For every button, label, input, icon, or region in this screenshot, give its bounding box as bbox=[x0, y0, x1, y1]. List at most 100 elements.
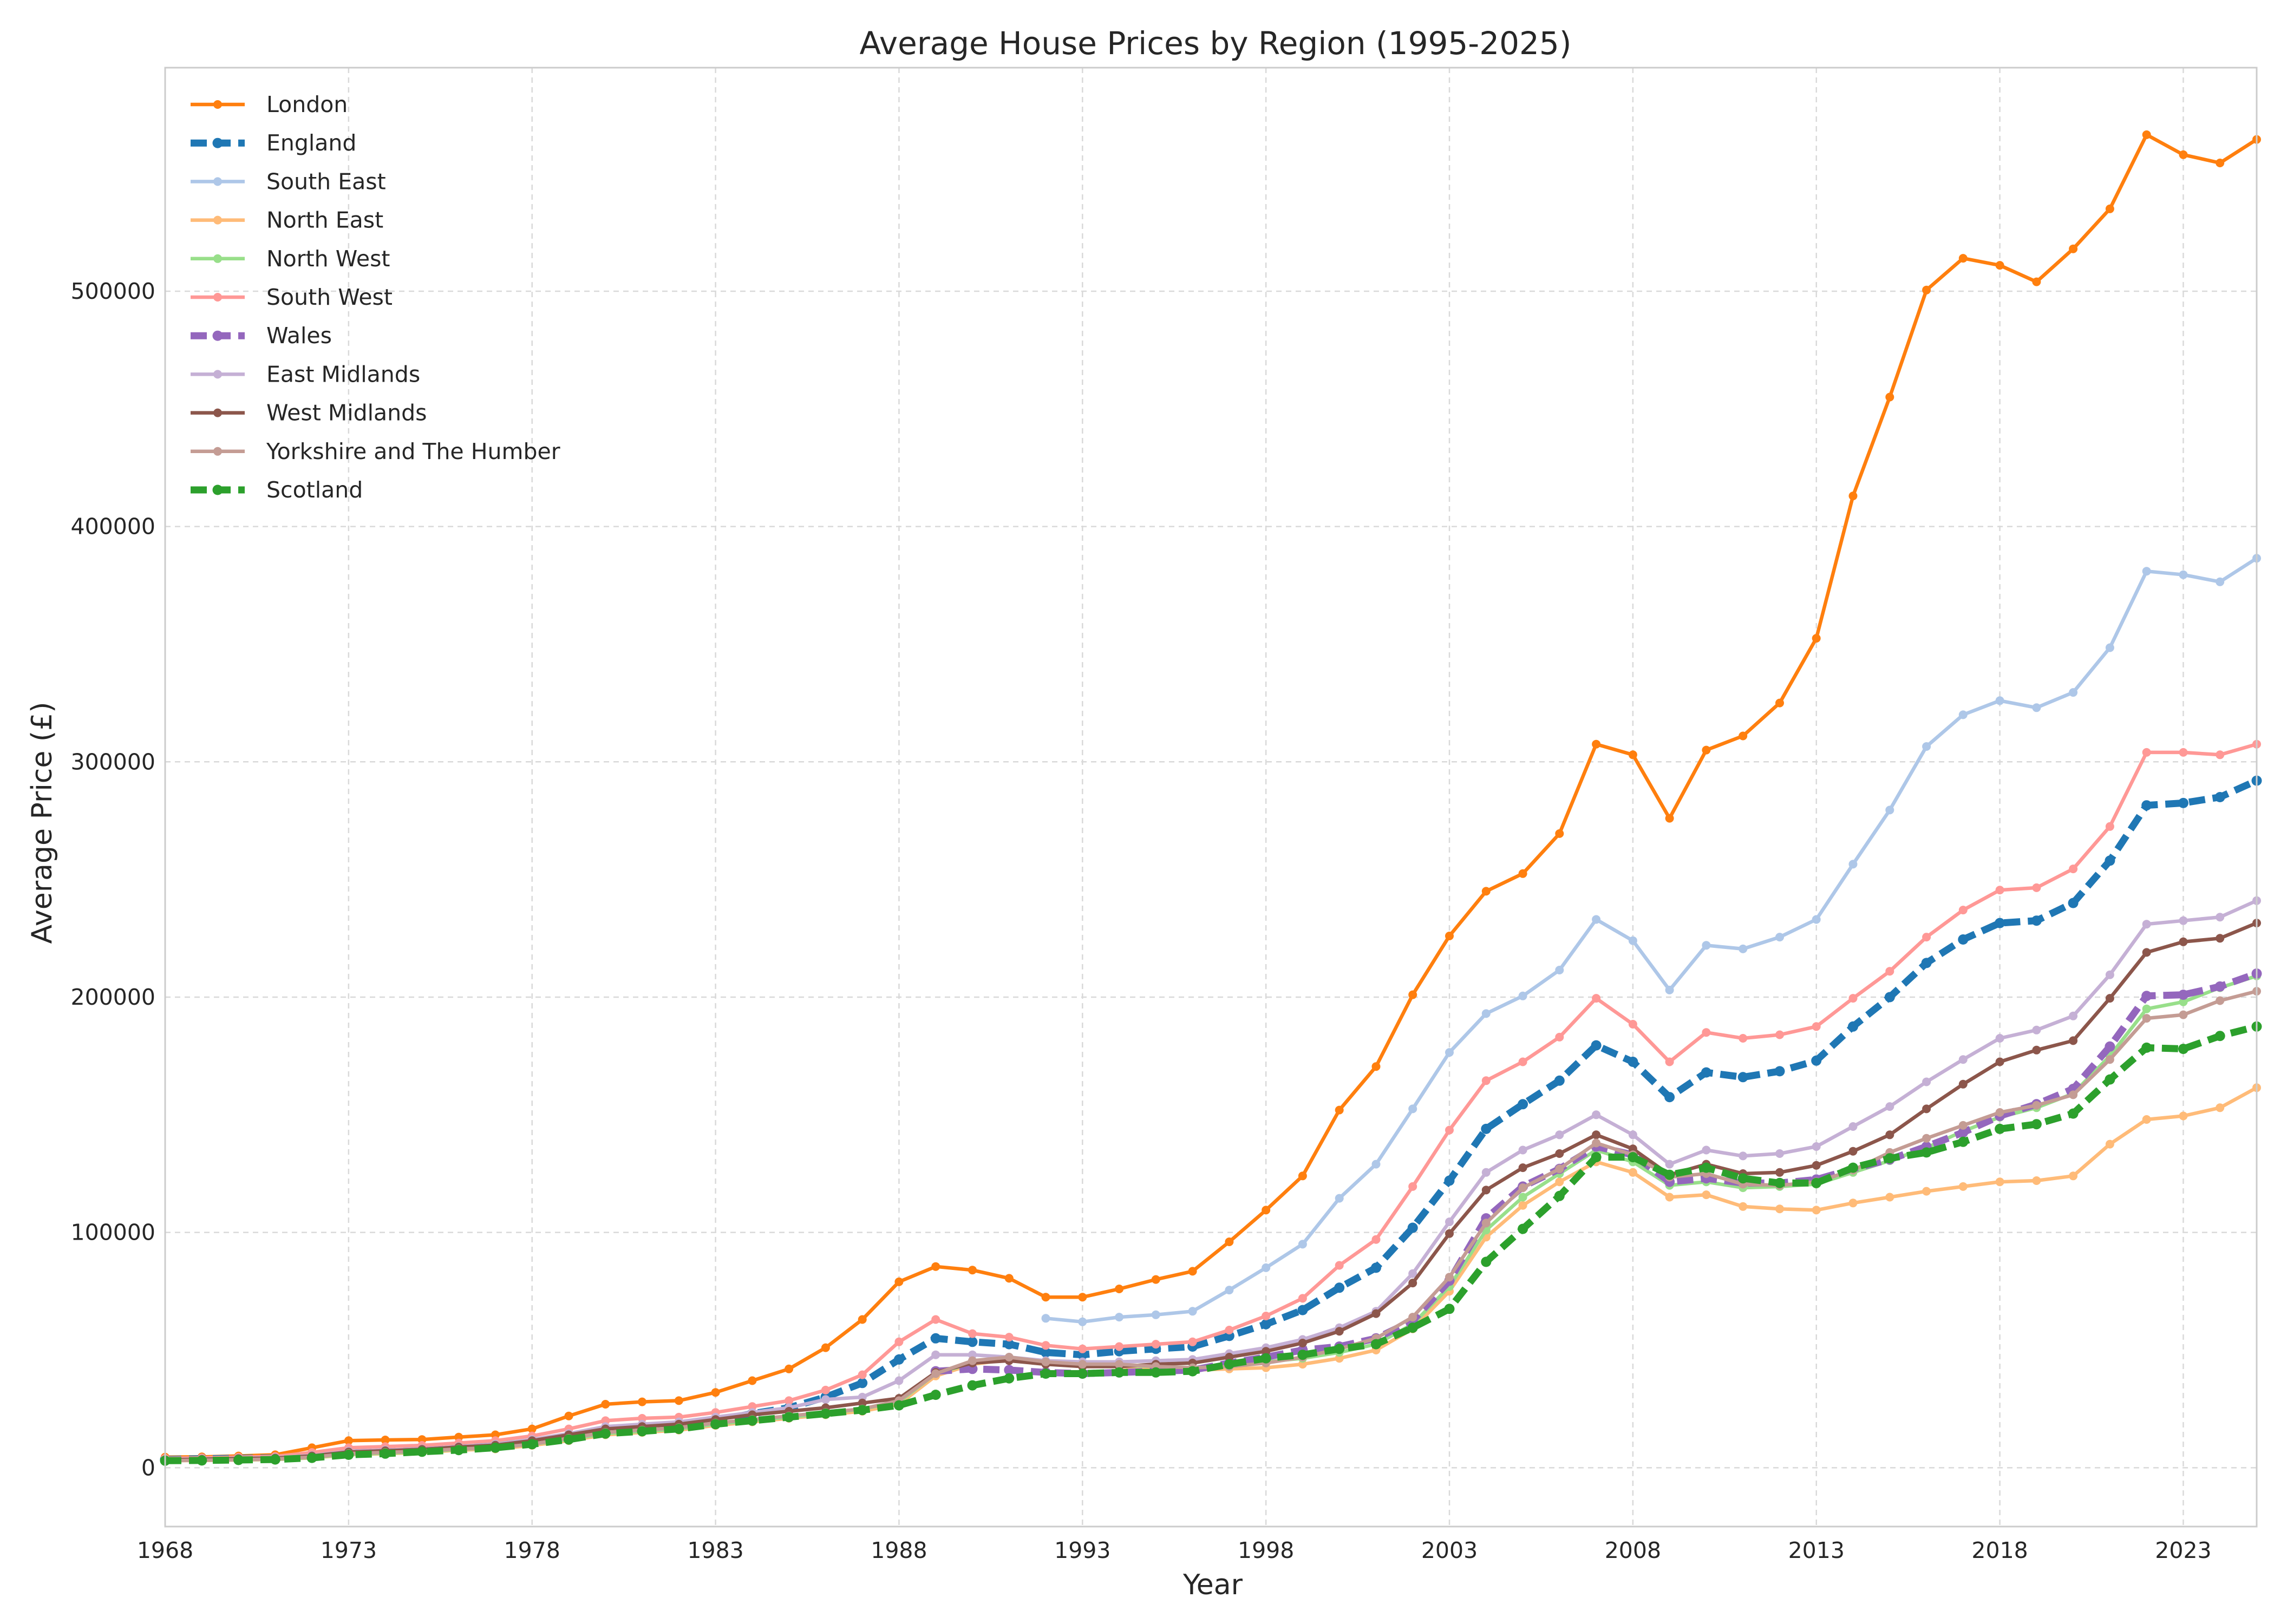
data-point bbox=[2105, 970, 2114, 979]
data-point bbox=[1628, 1130, 1637, 1140]
data-point bbox=[1702, 1028, 1711, 1037]
legend-marker bbox=[213, 370, 222, 379]
data-point bbox=[2032, 277, 2041, 286]
data-point bbox=[2216, 577, 2225, 586]
data-point bbox=[1151, 1340, 1160, 1349]
data-point bbox=[1848, 860, 1858, 869]
data-point bbox=[1628, 936, 1637, 945]
data-point bbox=[1774, 1066, 1785, 1077]
data-point bbox=[1041, 1314, 1050, 1323]
data-point bbox=[1995, 1108, 2004, 1117]
data-point bbox=[1591, 1152, 1602, 1163]
data-point bbox=[748, 1376, 757, 1385]
data-point bbox=[931, 1315, 940, 1324]
data-point bbox=[1554, 1190, 1565, 1201]
legend-marker bbox=[213, 254, 222, 263]
data-point bbox=[1188, 1307, 1197, 1316]
data-point bbox=[1115, 1285, 1124, 1293]
legend-marker bbox=[212, 484, 223, 495]
data-point bbox=[894, 1337, 904, 1346]
data-point bbox=[1958, 1182, 1968, 1191]
data-point bbox=[1151, 1310, 1160, 1319]
data-point bbox=[1848, 994, 1858, 1003]
data-point bbox=[1884, 1153, 1895, 1164]
legend-marker bbox=[213, 215, 222, 225]
data-point bbox=[1481, 1186, 1491, 1195]
data-point bbox=[2105, 994, 2114, 1003]
data-point bbox=[1958, 710, 1968, 719]
data-point bbox=[1114, 1367, 1125, 1378]
data-point bbox=[820, 1408, 831, 1419]
data-point bbox=[2068, 1108, 2079, 1119]
legend-label: Wales bbox=[266, 323, 332, 349]
data-point bbox=[1262, 1263, 1271, 1272]
data-point bbox=[2178, 990, 2188, 1000]
data-point bbox=[1958, 254, 1968, 263]
data-point bbox=[1371, 1309, 1381, 1318]
data-point bbox=[1885, 1102, 1894, 1111]
data-point bbox=[1004, 1274, 1014, 1283]
data-point bbox=[1444, 1175, 1455, 1186]
data-point bbox=[1041, 1357, 1050, 1366]
data-point bbox=[1885, 806, 1894, 815]
legend-marker bbox=[213, 293, 222, 302]
data-point bbox=[381, 1436, 390, 1444]
data-point bbox=[1628, 1168, 1637, 1177]
x-tick-label: 1983 bbox=[687, 1537, 743, 1563]
data-point bbox=[1225, 1326, 1234, 1334]
x-tick-label: 1968 bbox=[137, 1537, 193, 1563]
data-point bbox=[1775, 933, 1784, 942]
data-point bbox=[1041, 1293, 1050, 1302]
data-point bbox=[1297, 1350, 1308, 1360]
data-point bbox=[1812, 1022, 1821, 1031]
data-point bbox=[930, 1333, 941, 1344]
data-point bbox=[1739, 944, 1748, 953]
data-point bbox=[1592, 1138, 1601, 1148]
legend-label: West Midlands bbox=[266, 400, 427, 426]
data-point bbox=[821, 1385, 830, 1394]
y-tick-label: 300000 bbox=[70, 749, 155, 775]
data-point bbox=[1555, 1149, 1564, 1158]
y-tick-label: 100000 bbox=[70, 1220, 155, 1246]
legend-marker bbox=[213, 447, 222, 456]
data-point bbox=[1298, 1339, 1307, 1347]
series-line bbox=[165, 133, 2258, 1459]
legend-item: London bbox=[191, 91, 348, 117]
grid bbox=[164, 68, 2257, 1527]
data-point bbox=[1739, 731, 1748, 741]
data-point bbox=[2178, 1044, 2188, 1055]
data-point bbox=[968, 1266, 977, 1275]
legend-marker bbox=[212, 137, 223, 148]
data-point bbox=[1518, 1193, 1527, 1202]
data-point bbox=[2032, 703, 2041, 712]
legend-item: England bbox=[191, 130, 356, 156]
data-point bbox=[1958, 1136, 1969, 1147]
data-point bbox=[2179, 748, 2188, 757]
data-point bbox=[343, 1449, 354, 1460]
x-tick-label: 1978 bbox=[504, 1537, 560, 1563]
data-point bbox=[1885, 392, 1894, 402]
data-point bbox=[1078, 1360, 1087, 1369]
data-point bbox=[1848, 1021, 1858, 1032]
data-point bbox=[527, 1424, 537, 1433]
data-point bbox=[968, 1356, 977, 1365]
data-point bbox=[2069, 1011, 2078, 1020]
data-point bbox=[2216, 913, 2225, 922]
x-tick-label: 2008 bbox=[1605, 1537, 1661, 1563]
data-point bbox=[1812, 915, 1821, 924]
data-point bbox=[1848, 492, 1858, 501]
data-point bbox=[2032, 1045, 2041, 1055]
data-point bbox=[1811, 1055, 1822, 1066]
data-point bbox=[747, 1415, 757, 1426]
data-point bbox=[1922, 285, 1931, 294]
data-point bbox=[2179, 570, 2188, 579]
data-point bbox=[1262, 1206, 1271, 1215]
data-point bbox=[2142, 748, 2151, 757]
data-point bbox=[1885, 1193, 1894, 1202]
legend-marker bbox=[212, 330, 223, 341]
data-point bbox=[1518, 1057, 1527, 1066]
data-point bbox=[2069, 688, 2078, 697]
legend-label: East Midlands bbox=[266, 361, 420, 387]
data-point bbox=[1592, 1110, 1601, 1119]
data-point bbox=[1628, 1057, 1638, 1067]
